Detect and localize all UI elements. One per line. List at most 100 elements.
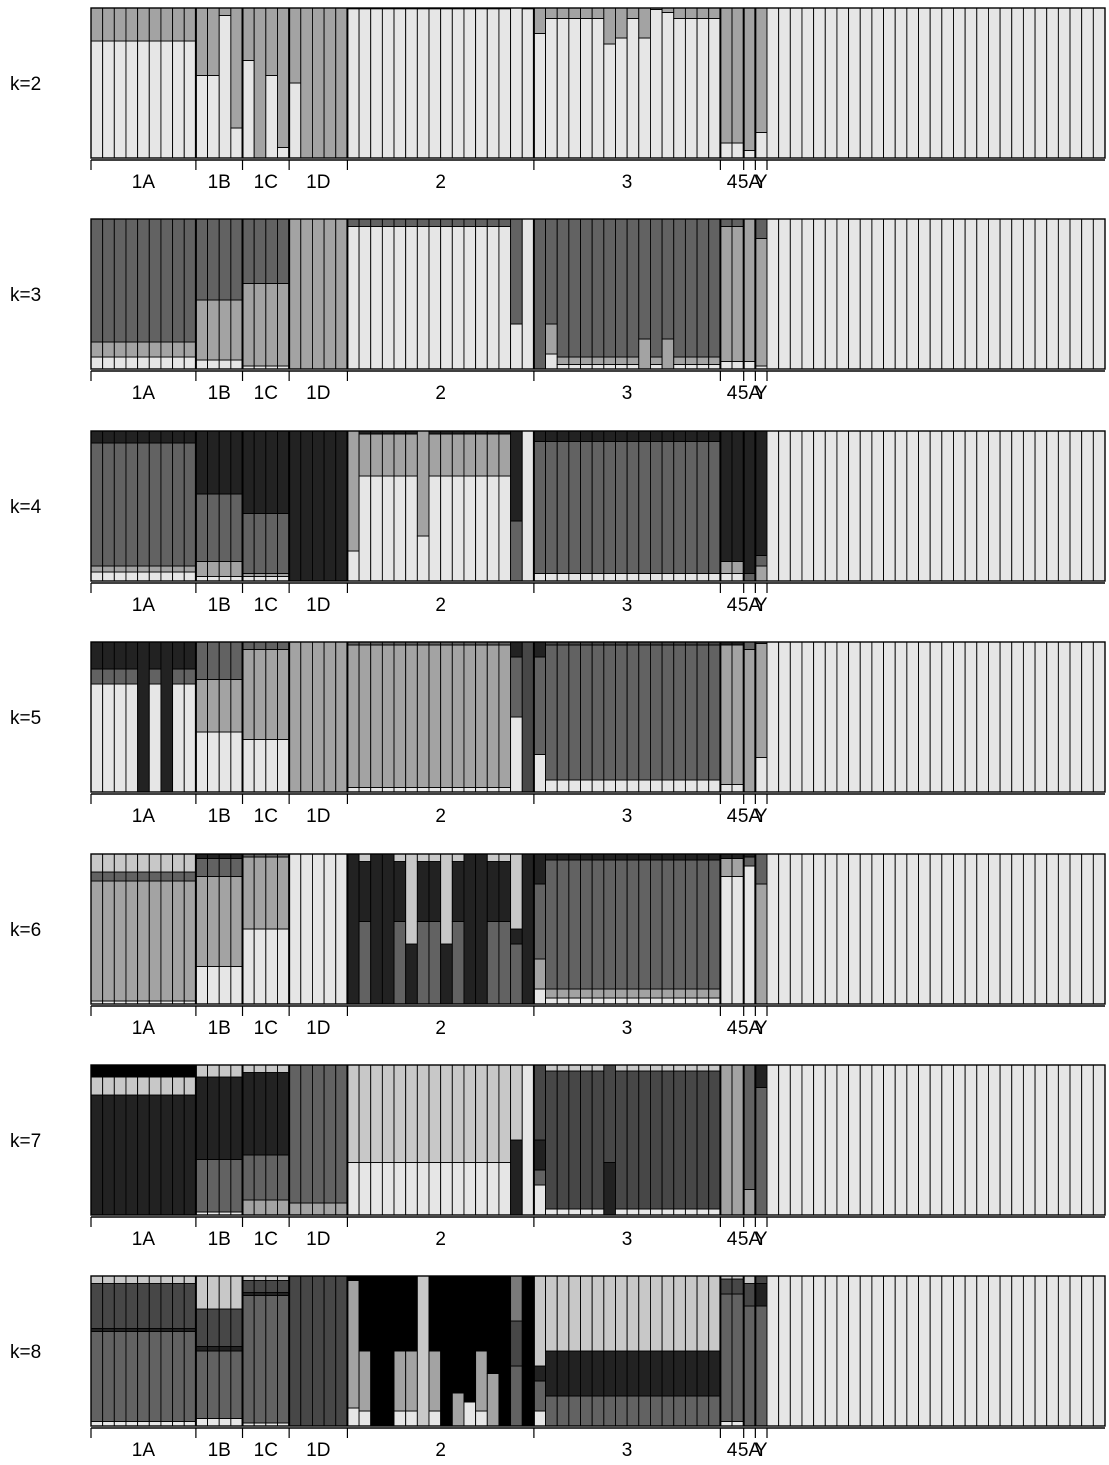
- bar-segment-ind48-cluster1: [638, 1208, 651, 1216]
- bar-segment-ind61-cluster1: [789, 7, 803, 159]
- bar-segment-ind12-cluster4: [218, 430, 232, 495]
- bar-segment-ind51-cluster5: [673, 1070, 686, 1210]
- bar-segment-ind54-cluster1: [708, 573, 721, 582]
- bar-segment-ind17-cluster1: [277, 739, 290, 793]
- bar-segment-ind46-cluster6: [615, 1064, 628, 1072]
- bar-segment-ind55-cluster2: [719, 644, 733, 785]
- bar-segment-ind16-cluster2: [265, 573, 278, 577]
- bar-segment-ind15-cluster3: [253, 513, 267, 574]
- bar-segment-ind10-cluster5: [195, 1308, 209, 1347]
- panel-label: k=6: [10, 920, 41, 941]
- bar-segment-ind23-cluster1: [346, 1162, 360, 1216]
- bar-segment-ind13-cluster3: [230, 858, 243, 877]
- bar-segment-ind14-cluster2: [242, 649, 255, 740]
- bar-segment-ind42-cluster3: [568, 859, 581, 990]
- bar-segment-ind30-cluster3: [428, 921, 442, 1005]
- bar-segment-ind41-cluster5: [556, 1070, 570, 1210]
- bar-segment-ind54-cluster6: [708, 1275, 721, 1352]
- bar-segment-ind14-cluster5: [242, 1280, 255, 1293]
- bar-segment-ind12-cluster4: [218, 1076, 232, 1160]
- bar-segment-ind48-cluster2: [638, 338, 651, 370]
- bar-segment-ind3-cluster6: [113, 853, 127, 873]
- population-label-1D: 1D: [306, 806, 330, 827]
- bar-segment-ind18-cluster2: [288, 7, 302, 84]
- bar-segment-ind41-cluster1: [556, 18, 570, 159]
- bar-segment-ind14-cluster2: [242, 283, 255, 367]
- bar-segment-ind11-cluster3: [207, 858, 220, 877]
- bar-segment-ind55-cluster2: [719, 7, 733, 144]
- population-label-1C: 1C: [254, 172, 278, 193]
- bar-segment-ind21-cluster2: [323, 1202, 337, 1216]
- bar-segment-ind44-cluster4: [591, 1350, 605, 1397]
- bar-segment-ind19-cluster2: [300, 218, 313, 370]
- bar-segment-ind17-cluster4: [277, 1072, 290, 1156]
- bar-segment-ind62-cluster1: [801, 641, 815, 793]
- bar-segment-ind51-cluster6: [673, 1064, 686, 1072]
- bar-segment-ind12-cluster3: [218, 641, 232, 680]
- bar-segment-ind70-cluster1: [894, 641, 908, 793]
- bar-segment-ind77-cluster1: [976, 1064, 989, 1216]
- bar-segment-ind58-cluster2: [754, 565, 768, 582]
- bar-segment-ind10-cluster3: [195, 218, 209, 301]
- bar-segment-ind24-cluster1: [358, 475, 372, 582]
- bar-segment-ind30-cluster2: [428, 1350, 442, 1412]
- bar-segment-ind50-cluster2: [661, 988, 675, 999]
- bar-segment-ind64-cluster1: [824, 218, 838, 370]
- panel-frame: [90, 430, 1106, 582]
- bar-segment-ind68-cluster1: [871, 1275, 885, 1427]
- bar-segment-ind65-cluster1: [836, 430, 850, 582]
- bar-segment-ind6-cluster4: [148, 641, 162, 670]
- bar-segment-ind66-cluster1: [848, 641, 861, 793]
- bar-segment-ind2-cluster4: [102, 641, 115, 670]
- bar-segment-ind35-cluster1: [486, 1162, 500, 1216]
- bar-segment-ind63-cluster1: [813, 218, 826, 370]
- bar-segment-ind8-cluster1: [172, 683, 185, 793]
- bar-segment-ind79-cluster1: [999, 1275, 1013, 1427]
- panel-frame: [90, 1064, 1106, 1216]
- bar-segment-ind13-cluster4: [230, 430, 243, 495]
- bar-segment-ind52-cluster1: [684, 573, 698, 582]
- bar-segment-ind54-cluster6: [708, 1064, 721, 1072]
- bar-segment-ind53-cluster4: [696, 430, 710, 442]
- bar-segment-ind13-cluster1: [230, 1418, 243, 1427]
- bar-segment-ind17-cluster2: [277, 1199, 290, 1216]
- population-label-5A: 5A: [738, 383, 762, 404]
- bar-segment-ind12-cluster5: [218, 1308, 232, 1347]
- bar-segment-ind41-cluster3: [556, 1395, 570, 1427]
- bar-segment-ind83-cluster1: [1046, 853, 1059, 1005]
- bar-segment-ind42-cluster1: [568, 779, 581, 793]
- bar-segment-ind64-cluster1: [824, 1275, 838, 1427]
- bar-segment-ind23-cluster1: [346, 550, 360, 582]
- bar-segment-ind16-cluster5: [265, 1280, 278, 1293]
- bar-segment-ind47-cluster1: [626, 573, 640, 582]
- bar-segment-ind4-cluster5: [125, 1283, 139, 1329]
- bar-segment-ind35-cluster1: [486, 226, 500, 370]
- bar-segment-ind1-cluster3: [90, 218, 104, 343]
- bar-segment-ind57-cluster1: [743, 361, 756, 370]
- bar-segment-ind50-cluster1: [661, 779, 675, 793]
- bar-segment-ind2-cluster3: [102, 442, 115, 567]
- bar-segment-ind76-cluster1: [964, 7, 978, 159]
- bar-segment-ind67-cluster1: [859, 853, 873, 1005]
- bar-segment-ind12-cluster3: [218, 1159, 232, 1213]
- bar-segment-ind45-cluster3: [603, 218, 616, 358]
- bar-segment-ind86-cluster1: [1081, 7, 1094, 159]
- bar-segment-ind53-cluster3: [696, 441, 710, 574]
- bar-segment-ind66-cluster1: [848, 1275, 861, 1427]
- bar-segment-ind51-cluster4: [673, 853, 686, 861]
- bar-segment-ind87-cluster1: [1092, 430, 1106, 582]
- bar-segment-ind84-cluster1: [1057, 430, 1071, 582]
- bar-segment-ind42-cluster1: [568, 1208, 581, 1216]
- bar-segment-ind45-cluster6: [603, 1275, 616, 1352]
- bar-segment-ind50-cluster1: [661, 573, 675, 582]
- bar-segment-ind24-cluster1: [358, 1410, 372, 1427]
- bar-segment-ind50-cluster3: [661, 859, 675, 990]
- population-label-2: 2: [435, 1229, 446, 1250]
- bar-segment-ind54-cluster5: [708, 1070, 721, 1210]
- bar-segment-ind16-cluster4: [265, 1072, 278, 1156]
- bar-segment-ind4-cluster6: [125, 1275, 139, 1284]
- bar-segment-ind87-cluster1: [1092, 853, 1106, 1005]
- bar-segment-ind36-cluster3: [498, 218, 512, 227]
- bar-segment-ind17-cluster6: [277, 1064, 290, 1073]
- bar-segment-ind45-cluster1: [603, 779, 616, 793]
